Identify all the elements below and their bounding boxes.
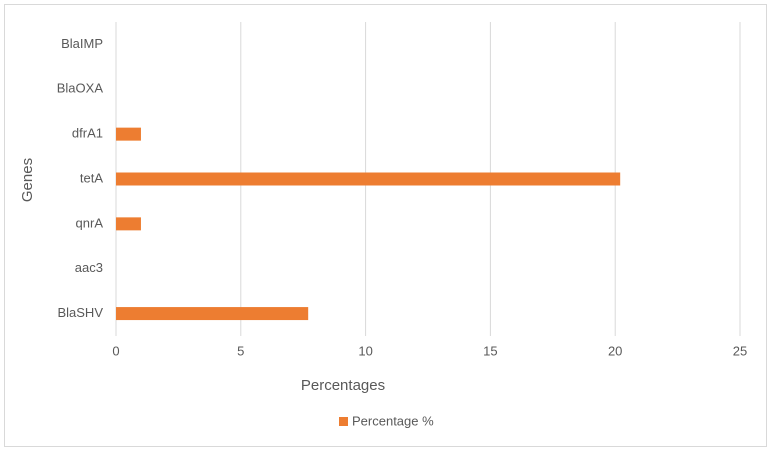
- bar: [116, 172, 621, 186]
- y-axis-title: Genes: [19, 158, 36, 202]
- bar: [116, 127, 141, 141]
- bar: [116, 307, 309, 321]
- x-tick-label: 10: [358, 343, 372, 358]
- x-tick-label: 20: [608, 343, 622, 358]
- bar: [116, 217, 141, 231]
- y-tick-label: aac3: [75, 260, 103, 275]
- x-tick-label: 15: [483, 343, 497, 358]
- x-axis-title: Percentages: [301, 377, 385, 394]
- y-tick-label: BlaOXA: [57, 81, 104, 96]
- x-tick-label: 0: [112, 343, 119, 358]
- x-tick-label: 25: [733, 343, 747, 358]
- y-tick-label: dfrA1: [72, 126, 103, 141]
- y-tick-label: tetA: [80, 170, 103, 185]
- legend-label: Percentage %: [352, 413, 434, 428]
- y-tick-label: BlaSHV: [57, 305, 103, 320]
- y-tick-label: BlaIMP: [61, 36, 103, 51]
- legend-swatch: [339, 417, 348, 426]
- y-tick-label: qnrA: [76, 215, 104, 230]
- x-tick-label: 5: [237, 343, 244, 358]
